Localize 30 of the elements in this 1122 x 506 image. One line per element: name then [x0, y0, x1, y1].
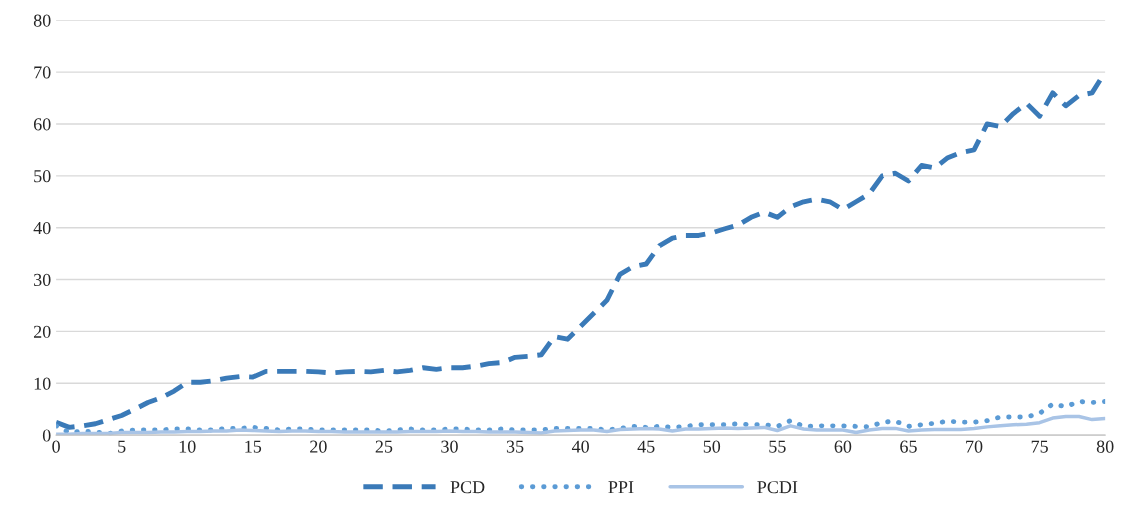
- x-tick-label: 40: [571, 440, 589, 453]
- x-tick-label: 35: [506, 440, 524, 453]
- y-tick-label: 20: [33, 325, 51, 338]
- x-tick-label: 70: [966, 440, 983, 453]
- y-tick-label: 60: [33, 118, 51, 131]
- x-tick-label: 45: [637, 440, 655, 453]
- x-tick-label: 60: [834, 440, 852, 453]
- y-tick-label: 80: [33, 14, 51, 27]
- x-tick-label: 80: [1096, 440, 1114, 453]
- x-tick-label: 15: [245, 440, 262, 453]
- x-tick-label: 65: [900, 440, 917, 453]
- y-tick-label: 50: [34, 170, 51, 183]
- x-tick-label: 50: [703, 440, 721, 453]
- x-tick-label: 30: [441, 440, 458, 453]
- legend-label: PCDI: [757, 481, 798, 494]
- y-tick-label: 40: [33, 221, 51, 235]
- y-tick-label: 70: [34, 66, 51, 79]
- x-tick-label: 75: [1031, 440, 1048, 453]
- x-tick-label: 5: [118, 440, 126, 453]
- legend-label: PCD: [450, 481, 485, 494]
- x-tick-label: 20: [310, 440, 327, 453]
- x-tick-label: 10: [179, 440, 196, 453]
- line-series: [56, 414, 1106, 436]
- x-tick-label: 0: [52, 440, 60, 453]
- x-tick-label: 25: [375, 440, 393, 453]
- legend-label: PPI: [608, 481, 634, 494]
- y-tick-label: 30: [34, 273, 51, 287]
- y-tick-label: 10: [34, 377, 51, 390]
- y-tick-label: 0: [42, 429, 51, 442]
- x-tick-label: 55: [769, 440, 786, 453]
